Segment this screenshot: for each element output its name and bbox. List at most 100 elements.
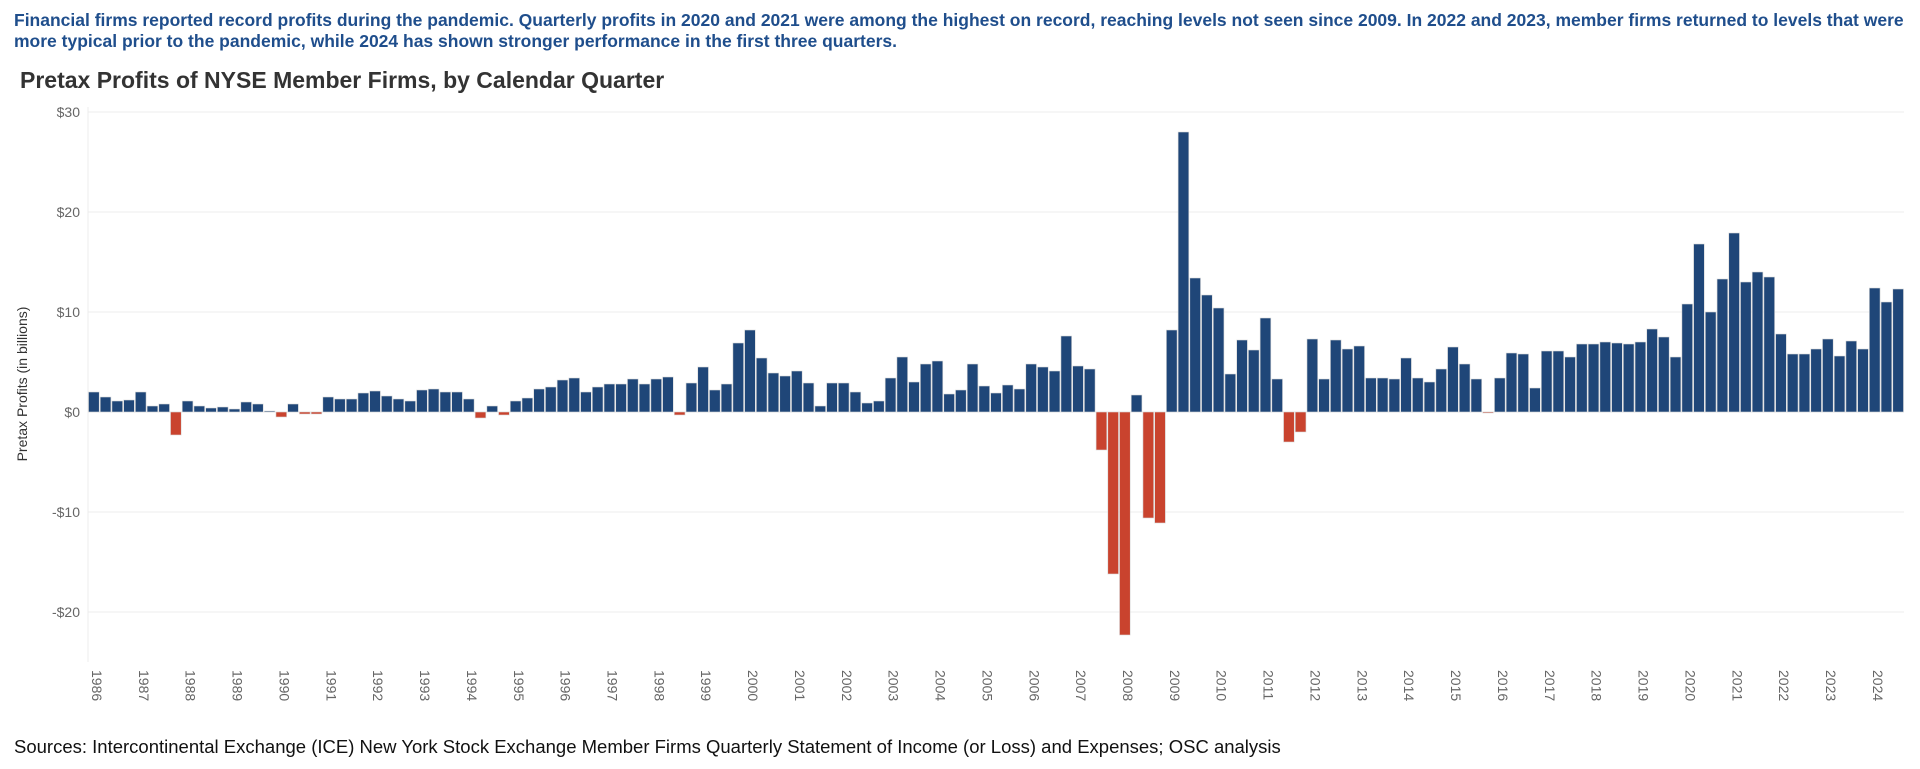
bar xyxy=(1177,131,1190,413)
bar xyxy=(662,376,674,413)
bar xyxy=(416,389,428,413)
bar xyxy=(697,366,709,413)
bar xyxy=(381,395,393,413)
bar xyxy=(674,411,686,416)
bar xyxy=(1810,348,1822,413)
bar xyxy=(966,363,979,413)
bar xyxy=(920,363,932,413)
bar xyxy=(439,391,451,413)
bar xyxy=(287,403,299,413)
x-tick-label: 2002 xyxy=(839,670,855,701)
x-tick-label: 2013 xyxy=(1354,670,1370,701)
bar xyxy=(1353,345,1365,413)
bar xyxy=(1587,343,1600,413)
bar xyxy=(1294,411,1307,433)
x-tick-label: 2016 xyxy=(1495,670,1511,701)
bar xyxy=(451,391,463,413)
bar xyxy=(802,382,815,413)
bar xyxy=(217,406,229,413)
bar xyxy=(1669,356,1682,413)
bar xyxy=(1060,335,1072,413)
x-tick-label: 1994 xyxy=(464,670,480,701)
bar xyxy=(1224,373,1236,413)
bar xyxy=(1623,343,1635,413)
bar xyxy=(814,405,826,413)
bar xyxy=(568,377,580,413)
x-tick-label: 2011 xyxy=(1261,670,1277,700)
bar xyxy=(1025,363,1037,413)
bar xyxy=(88,391,100,413)
bar xyxy=(908,381,920,413)
x-tick-label: 2005 xyxy=(979,670,995,701)
bar xyxy=(228,408,241,413)
bar xyxy=(1166,329,1178,413)
bar xyxy=(123,399,135,413)
bar xyxy=(1505,352,1518,413)
bar xyxy=(1716,278,1729,413)
bar xyxy=(1236,339,1248,413)
bar xyxy=(135,391,147,413)
bar xyxy=(1013,388,1026,413)
bar xyxy=(627,378,639,413)
intro-text: Financial firms reported record profits … xyxy=(14,10,1904,51)
bar xyxy=(650,378,662,413)
x-tick-label: 2008 xyxy=(1120,670,1136,701)
x-tick-label: 2000 xyxy=(745,670,761,701)
bar xyxy=(1095,411,1108,451)
bar xyxy=(1470,378,1483,413)
bar xyxy=(1693,243,1705,413)
bar xyxy=(299,411,311,415)
bar xyxy=(709,389,721,413)
y-axis-label: Pretax Profits (in billions) xyxy=(14,307,30,462)
bar xyxy=(146,405,159,413)
bar xyxy=(791,370,803,413)
bar xyxy=(1658,336,1670,413)
bar xyxy=(322,396,334,413)
bar xyxy=(1212,307,1225,413)
bar xyxy=(509,400,522,413)
bar xyxy=(1072,365,1084,413)
bar xyxy=(275,411,287,418)
bar xyxy=(1107,411,1119,575)
y-tick-label: $0 xyxy=(64,404,80,420)
bar xyxy=(826,382,838,413)
x-tick-label: 2021 xyxy=(1729,670,1745,701)
x-tick-label: 2018 xyxy=(1589,670,1605,701)
bar xyxy=(931,360,944,413)
bar xyxy=(1330,339,1342,413)
y-tick-label: $30 xyxy=(57,104,81,120)
bar xyxy=(111,400,123,413)
bar xyxy=(873,400,885,413)
bar xyxy=(1189,277,1201,413)
bar xyxy=(896,356,908,413)
bar xyxy=(638,383,651,413)
y-tick-label: $20 xyxy=(57,204,81,220)
bar xyxy=(767,372,780,413)
bar xyxy=(1494,377,1506,413)
x-tick-label: 1987 xyxy=(136,670,152,701)
bar xyxy=(603,383,616,413)
bar xyxy=(1341,348,1354,413)
source-note: Sources: Intercontinental Exchange (ICE)… xyxy=(14,736,1281,757)
bar xyxy=(1458,363,1471,413)
bar xyxy=(533,388,545,413)
x-tick-label: 2014 xyxy=(1401,670,1417,701)
x-tick-label: 2009 xyxy=(1167,670,1183,701)
bar xyxy=(193,405,205,413)
y-tick-label: -$20 xyxy=(52,604,80,620)
bar xyxy=(240,401,252,413)
x-tick-label: 2015 xyxy=(1448,670,1464,701)
bar xyxy=(1576,343,1588,413)
bar xyxy=(1880,301,1893,413)
bar xyxy=(474,411,487,419)
bar xyxy=(580,391,592,413)
bar xyxy=(779,375,791,413)
bar xyxy=(1892,288,1904,413)
bar xyxy=(1283,411,1295,443)
bar xyxy=(498,411,510,416)
bar xyxy=(1529,387,1541,413)
x-tick-label: 1998 xyxy=(651,670,667,701)
bar xyxy=(884,377,897,413)
bar xyxy=(1002,384,1014,413)
